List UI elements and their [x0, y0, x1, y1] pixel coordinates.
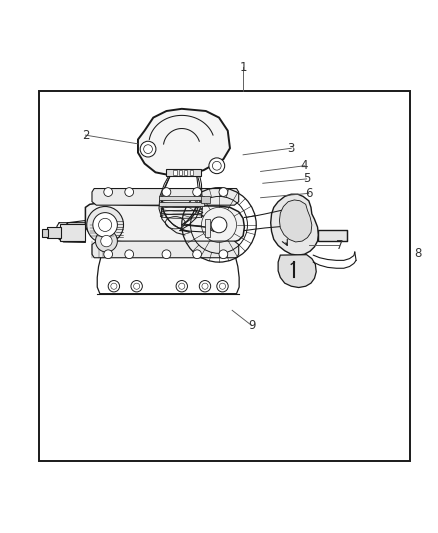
Polygon shape — [271, 194, 318, 255]
Text: 2: 2 — [81, 128, 89, 142]
Polygon shape — [92, 241, 239, 258]
Circle shape — [87, 206, 124, 243]
Circle shape — [219, 250, 228, 259]
Bar — [318, 230, 347, 241]
Bar — [179, 169, 182, 175]
Circle shape — [209, 158, 225, 174]
Bar — [166, 169, 201, 176]
Circle shape — [176, 280, 187, 292]
Bar — [201, 196, 210, 203]
Circle shape — [95, 230, 117, 252]
Circle shape — [104, 188, 113, 197]
Circle shape — [140, 141, 156, 157]
Bar — [60, 223, 85, 241]
Polygon shape — [278, 255, 316, 287]
Text: 5: 5 — [303, 172, 310, 185]
Bar — [184, 169, 187, 175]
Polygon shape — [85, 203, 244, 243]
Text: 3: 3 — [288, 142, 295, 155]
Circle shape — [211, 217, 227, 233]
Bar — [47, 227, 61, 238]
Circle shape — [125, 250, 134, 259]
Circle shape — [219, 188, 228, 197]
Bar — [190, 169, 193, 175]
Bar — [205, 219, 210, 237]
Circle shape — [217, 280, 228, 292]
Bar — [159, 197, 204, 200]
Text: 4: 4 — [300, 159, 308, 172]
Circle shape — [108, 280, 120, 292]
Circle shape — [131, 280, 142, 292]
Circle shape — [193, 188, 201, 197]
Circle shape — [101, 236, 112, 247]
Bar — [39, 91, 410, 462]
Polygon shape — [138, 109, 230, 174]
Circle shape — [93, 213, 117, 237]
Polygon shape — [92, 189, 239, 205]
Bar — [42, 229, 48, 237]
Text: 9: 9 — [248, 319, 256, 332]
Bar — [159, 201, 204, 206]
Circle shape — [104, 250, 113, 259]
Text: 7: 7 — [336, 239, 343, 252]
Circle shape — [162, 250, 171, 259]
Circle shape — [162, 188, 171, 197]
Bar — [173, 169, 177, 175]
Text: 1: 1 — [239, 61, 247, 74]
Polygon shape — [279, 200, 312, 242]
Circle shape — [193, 250, 201, 259]
Circle shape — [125, 188, 134, 197]
Text: 8: 8 — [415, 247, 422, 260]
Circle shape — [199, 280, 211, 292]
Text: 6: 6 — [305, 187, 313, 200]
